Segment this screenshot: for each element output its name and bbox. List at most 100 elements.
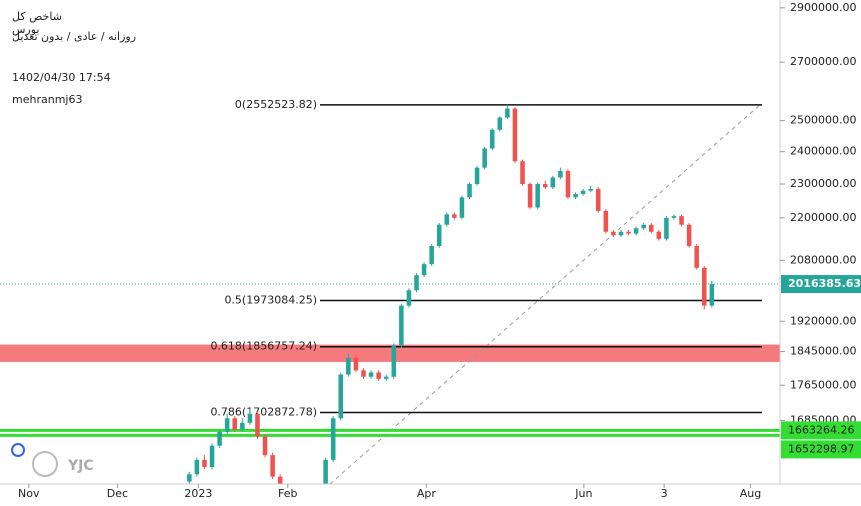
candle-body [270, 455, 275, 477]
candle-body [595, 188, 601, 211]
candle-body [202, 459, 207, 468]
candle-body [414, 275, 419, 291]
x-tick-label: Feb [278, 487, 297, 500]
y-tick-label: 2900000.00 [790, 1, 856, 14]
candle-body [353, 357, 359, 371]
candle-body [209, 445, 215, 468]
timestamp: 1402/04/30 17:54 [12, 71, 111, 84]
candle-body [459, 197, 465, 218]
settings: روزانه / عادی / بدون تعدیل [12, 30, 137, 43]
candle-body [232, 418, 238, 430]
candle-body [399, 305, 404, 346]
candle-body [497, 117, 503, 130]
y-tick-label: 2300000.00 [790, 177, 856, 190]
candle-body [383, 376, 389, 379]
candle-body [648, 224, 654, 232]
candle-body [194, 459, 200, 475]
candle-body [558, 170, 563, 178]
candle-body [406, 290, 412, 306]
candle-body [240, 422, 245, 430]
candle-body [580, 190, 586, 194]
candle-body [702, 267, 707, 306]
fib-label: 0(2552523.82) [235, 98, 317, 111]
symbol: شاخص کل بورس [12, 10, 62, 36]
candle-body [467, 184, 472, 198]
candle-body [346, 357, 351, 375]
candle-body [505, 108, 510, 118]
candle-body [489, 129, 495, 149]
candle-body [217, 431, 222, 446]
last-price-badge [781, 275, 861, 294]
candle-body [641, 224, 646, 229]
y-tick-label: 2700000.00 [790, 55, 856, 68]
candle-body [656, 231, 662, 239]
candle-body [323, 459, 328, 484]
candle-body [474, 167, 480, 185]
candle-body [520, 161, 525, 185]
price-badge [781, 440, 861, 459]
x-tick-label: 3 [661, 487, 668, 500]
candle-body [452, 214, 457, 218]
candle-body [550, 177, 556, 188]
candle-body [709, 284, 715, 306]
y-tick-label: 2080000.00 [790, 253, 856, 266]
x-tick-label: Apr [417, 487, 437, 500]
price-badge [781, 421, 861, 440]
y-tick-label: 2500000.00 [790, 114, 856, 127]
candle-body [588, 188, 593, 191]
candle-body [626, 231, 631, 234]
candle-body [187, 474, 192, 482]
x-tick-label: Aug [740, 487, 761, 500]
candle-body [376, 372, 381, 379]
candle-body [664, 217, 669, 239]
candle-body [542, 184, 548, 188]
candle-body [527, 184, 533, 208]
candle-body [633, 228, 639, 234]
candle-body [444, 214, 450, 225]
candle-body [603, 210, 609, 232]
x-tick-label: 2023 [184, 487, 212, 500]
author: mehranmj63 [12, 93, 83, 106]
y-tick-label: 2400000.00 [790, 145, 856, 158]
y-tick-label: 1845000.00 [790, 345, 856, 358]
candle-body [535, 184, 540, 208]
candle-body [512, 108, 518, 162]
candle-body [436, 224, 442, 246]
candle-body [308, 499, 313, 506]
y-tick-label: 2200000.00 [790, 211, 856, 224]
candle-body [618, 231, 624, 236]
candle-body [391, 345, 397, 377]
y-tick-label: 1765000.00 [790, 378, 856, 391]
candle-body [671, 216, 677, 218]
candle-body [255, 413, 260, 437]
x-tick-label: Nov [18, 487, 40, 500]
candle-body [368, 372, 374, 377]
candle-body [429, 245, 434, 265]
candle-body [611, 231, 616, 236]
candle-body [482, 148, 487, 168]
candle-body [316, 489, 321, 499]
watermark: YJC [67, 458, 94, 474]
candle-body [694, 245, 699, 268]
logo [11, 443, 58, 477]
price-badge-label: 1652298.97 [788, 442, 854, 455]
candle-body [421, 264, 427, 276]
candle-body [247, 413, 253, 423]
candle-body [330, 418, 336, 460]
candle-body [565, 170, 571, 198]
candle-body [338, 374, 344, 419]
fib-label: 0.786(1702872.78) [210, 406, 317, 419]
candle-body [686, 224, 692, 246]
candle-body [573, 193, 578, 198]
candle-body [361, 370, 366, 377]
candle-body [262, 436, 268, 456]
candle-body [277, 476, 283, 484]
candle-body [679, 216, 684, 225]
y-tick-label: 1920000.00 [790, 314, 856, 327]
last-price-label: 2016385.63 [788, 277, 861, 290]
zone [0, 344, 780, 362]
x-tick-label: Jun [574, 487, 592, 500]
trend-line [329, 102, 763, 484]
